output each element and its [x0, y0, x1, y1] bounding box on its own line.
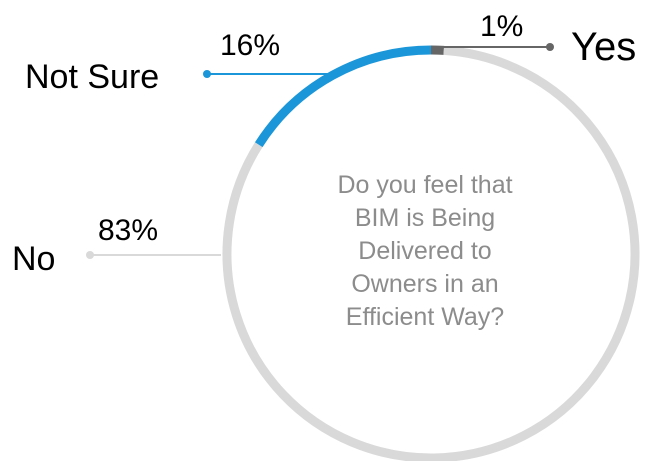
center-question-line-5: Efficient Way? [346, 303, 504, 331]
callout-yes: Yes 1% [434, 10, 636, 69]
slice-label-no: No [12, 240, 55, 278]
slice-value-not-sure: 16% [220, 29, 280, 62]
slice-value-yes: 1% [480, 10, 523, 43]
leader-dot-not-sure [203, 70, 211, 78]
center-question-line-1: Do you feel that [337, 171, 512, 199]
slice-label-yes: Yes [571, 25, 636, 69]
center-question-line-2: BIM is Being [355, 204, 495, 232]
slice-no [222, 45, 640, 461]
slice-label-not-sure: Not Sure [25, 58, 159, 96]
center-question-line-3: Delivered to [358, 237, 491, 265]
donut-ring [222, 45, 640, 461]
slice-value-no: 83% [98, 214, 158, 247]
leader-dot-no [86, 251, 94, 259]
callout-no: No 83% [12, 214, 221, 278]
center-question-line-4: Owners in an [351, 270, 498, 298]
leader-dot-yes [546, 43, 554, 51]
center-question: Do you feel that BIM is Being Delivered … [337, 171, 512, 331]
callout-not-sure: Not Sure 16% [25, 29, 330, 96]
slice-not-sure [254, 45, 432, 148]
